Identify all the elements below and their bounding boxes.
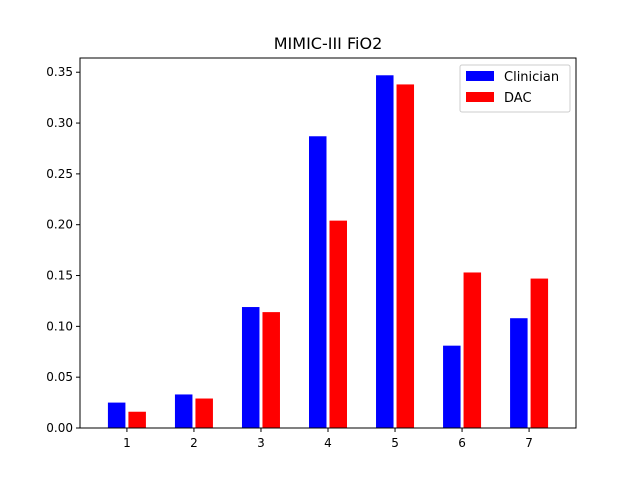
- x-tick-label: 4: [324, 436, 332, 450]
- y-tick-label: 0.25: [46, 167, 73, 181]
- legend-label-dac: DAC: [504, 91, 532, 106]
- bar-clinician-3: [241, 307, 260, 428]
- x-tick-label: 5: [391, 436, 399, 450]
- bar-dac-6: [463, 272, 482, 428]
- x-tick-label: 7: [525, 436, 533, 450]
- chart-title: MIMIC-III FiO2: [274, 34, 383, 53]
- legend-swatch-dac: [466, 92, 494, 102]
- x-tick-label: 2: [190, 436, 198, 450]
- bar-dac-1: [128, 411, 146, 428]
- y-tick-label: 0.30: [46, 116, 73, 130]
- bar-clinician-6: [443, 345, 461, 428]
- x-axis: 1 2 3 4 5 6 7: [123, 428, 533, 450]
- x-tick-label: 6: [458, 436, 466, 450]
- y-tick-label: 0.20: [46, 218, 73, 232]
- y-tick-label: 0.15: [46, 269, 73, 283]
- legend: Clinician DAC: [459, 64, 571, 113]
- y-tick-label: 0.35: [46, 65, 73, 79]
- bar-clinician-5: [376, 75, 394, 429]
- bar-clinician-1: [107, 402, 126, 428]
- bar-clinician-7: [510, 318, 528, 428]
- legend-label-clinician: Clinician: [504, 70, 559, 85]
- plot-frame: [79, 57, 577, 429]
- bar-dac-7: [530, 278, 549, 428]
- legend-swatch-clinician: [466, 71, 494, 81]
- x-tick-label: 3: [257, 436, 265, 450]
- x-tick-label: 1: [123, 436, 131, 450]
- bars-group: [107, 75, 549, 429]
- y-tick-label: 0.10: [46, 319, 73, 333]
- y-tick-label: 0.05: [46, 370, 73, 384]
- bar-dac-2: [195, 398, 213, 428]
- y-axis: 0.00 0.05 0.10 0.15 0.20 0.25 0.30 0.35: [46, 65, 80, 435]
- bar-dac-5: [396, 84, 415, 428]
- y-tick-label: 0.00: [46, 421, 73, 435]
- bar-clinician-4: [309, 136, 327, 428]
- bar-dac-4: [329, 220, 347, 428]
- bar-dac-3: [262, 312, 280, 428]
- bar-clinician-2: [174, 394, 193, 428]
